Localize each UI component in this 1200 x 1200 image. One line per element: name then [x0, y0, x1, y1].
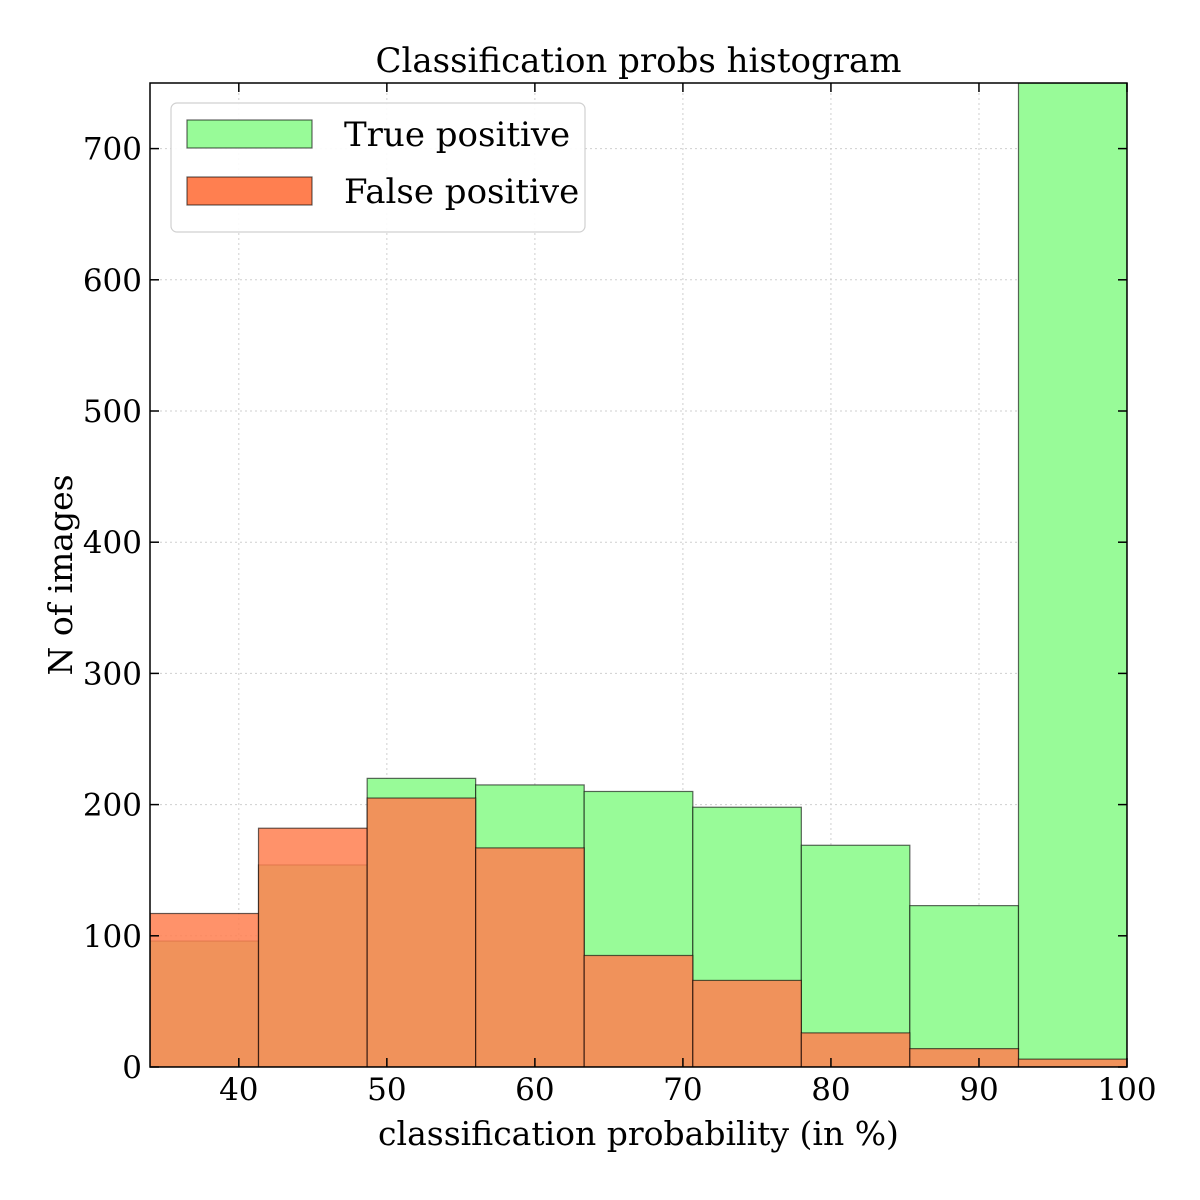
y-tick-label-1: 100 [83, 919, 142, 955]
axis-ticks: 40 50 60 70 80 90 100 0 100 200 300 400 500 600 700 [83, 83, 1157, 1108]
y-tick-label-0: 0 [122, 1050, 142, 1086]
bars [150, 83, 1127, 1067]
x-tick-label-2: 60 [515, 1072, 554, 1108]
bar-false-positive-3 [475, 847, 585, 1067]
legend-label-0: True positive [344, 115, 570, 155]
bar-false-positive-8 [1017, 1058, 1127, 1067]
bar-false-positive-4 [583, 954, 694, 1067]
y-tick-label-3: 300 [83, 656, 142, 692]
y-tick-label-7: 700 [83, 132, 142, 168]
bar-false-positive-2 [366, 797, 477, 1067]
y-tick-label-6: 600 [83, 263, 142, 299]
bar-true-positive-8 [1017, 83, 1127, 1067]
x-tick-label-0: 40 [219, 1072, 258, 1108]
y-tick-label-5: 500 [83, 394, 142, 430]
series-false-positive [150, 797, 1127, 1067]
y-tick-label-4: 400 [83, 525, 142, 561]
y-axis-label: N of images [41, 474, 80, 675]
bar-false-positive-0 [150, 912, 260, 1067]
x-axis-label: classification probability (in %) [378, 1114, 899, 1153]
bar-true-positive-6 [800, 844, 911, 1067]
x-tick-label-3: 70 [663, 1072, 702, 1108]
x-tick-label-1: 50 [367, 1072, 406, 1108]
legend-swatch-1 [186, 176, 313, 206]
chart-title: Classification probs histogram [375, 41, 901, 81]
x-tick-label-4: 80 [811, 1072, 850, 1108]
x-tick-label-6: 100 [1097, 1072, 1156, 1108]
x-tick-label-5: 90 [959, 1072, 998, 1108]
bar-false-positive-1 [257, 827, 368, 1067]
bar-true-positive-7 [909, 905, 1020, 1067]
bar-false-positive-7 [909, 1048, 1020, 1067]
y-tick-label-2: 200 [83, 788, 142, 824]
legend-swatch-0 [186, 119, 313, 149]
plot-frame [149, 82, 1128, 1068]
legend-label-1: False positive [344, 172, 579, 212]
bar-false-positive-6 [800, 1032, 911, 1067]
bar-false-positive-5 [692, 979, 802, 1067]
legend: True positive False positive [170, 102, 586, 233]
